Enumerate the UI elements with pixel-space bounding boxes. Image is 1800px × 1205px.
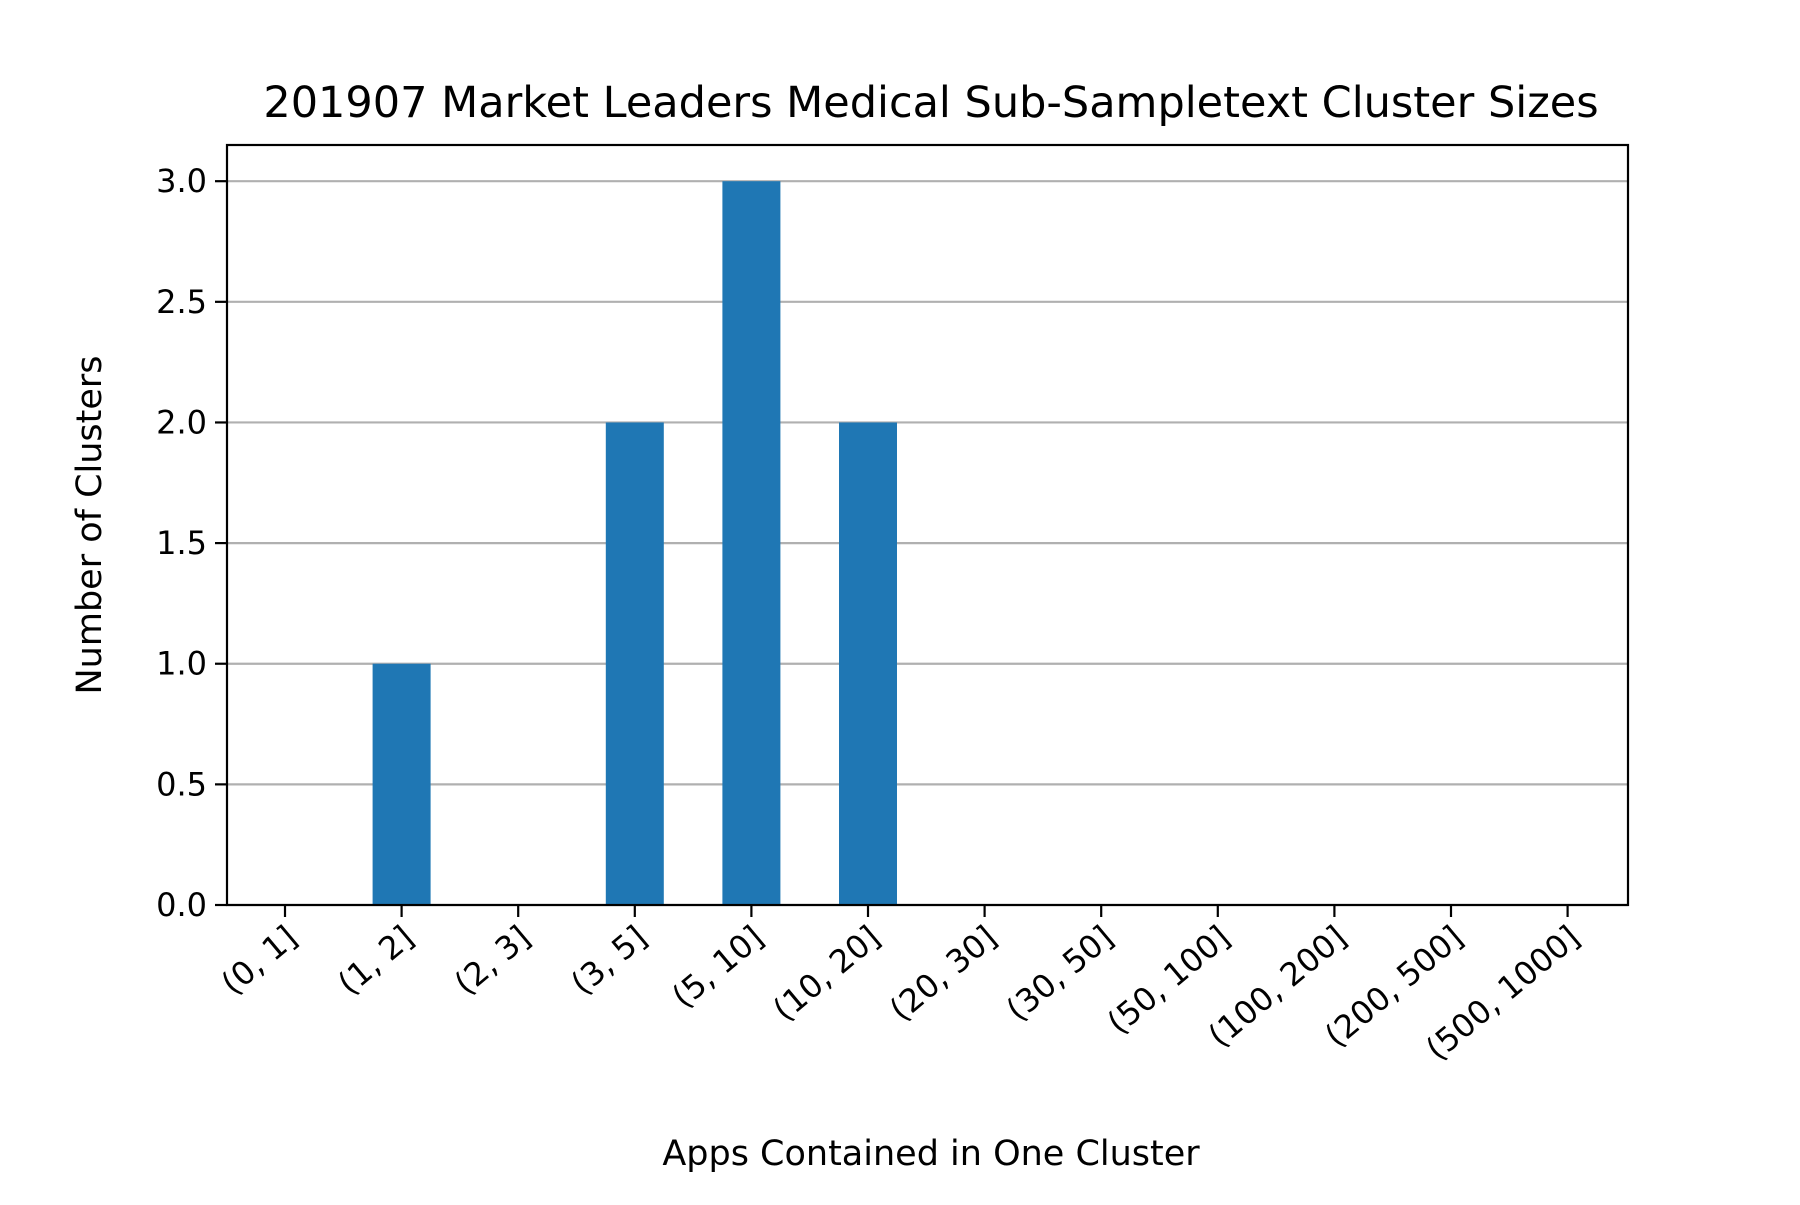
grid-lines xyxy=(227,180,1628,907)
y-tick-label: 1.0 xyxy=(156,645,207,683)
x-axis-ticks: (0, 1] (1, 2] (2, 3] (3, 5] (5, 10](10, 20](… xyxy=(214,905,1587,1068)
y-tick-label: 3.0 xyxy=(156,162,207,200)
y-axis-ticks: 0.0 0.5 1.0 1.5 2.0 2.5 3.0 xyxy=(156,162,227,924)
y-axis-label: Number of Clusters xyxy=(70,355,110,694)
bar xyxy=(372,663,431,905)
x-tick-label: (0, 1] xyxy=(214,918,304,1002)
y-tick-label: 2.5 xyxy=(156,283,207,321)
x-tick-label: (20, 30] xyxy=(882,918,1004,1029)
x-tick-label: (1, 2] xyxy=(330,918,420,1002)
x-tick-label: (3, 5] xyxy=(564,918,654,1002)
x-axis-label: Apps Contained in One Cluster xyxy=(662,1134,1200,1174)
plot-frame xyxy=(225,143,1630,907)
bar xyxy=(722,181,781,905)
bar xyxy=(605,422,664,905)
x-tick-label: (2, 3] xyxy=(447,918,537,1002)
x-tick-label: (10, 20] xyxy=(766,918,888,1029)
y-tick-label: 0.0 xyxy=(156,886,207,924)
y-tick-label: 2.0 xyxy=(156,403,207,441)
chart-title: 201907 Market Leaders Medical Sub-Sample… xyxy=(263,78,1598,128)
bars xyxy=(372,181,897,905)
y-tick-label: 1.5 xyxy=(156,524,207,562)
x-tick-label: (5, 10] xyxy=(665,918,771,1015)
y-tick-label: 0.5 xyxy=(156,765,207,803)
bar xyxy=(839,422,897,905)
